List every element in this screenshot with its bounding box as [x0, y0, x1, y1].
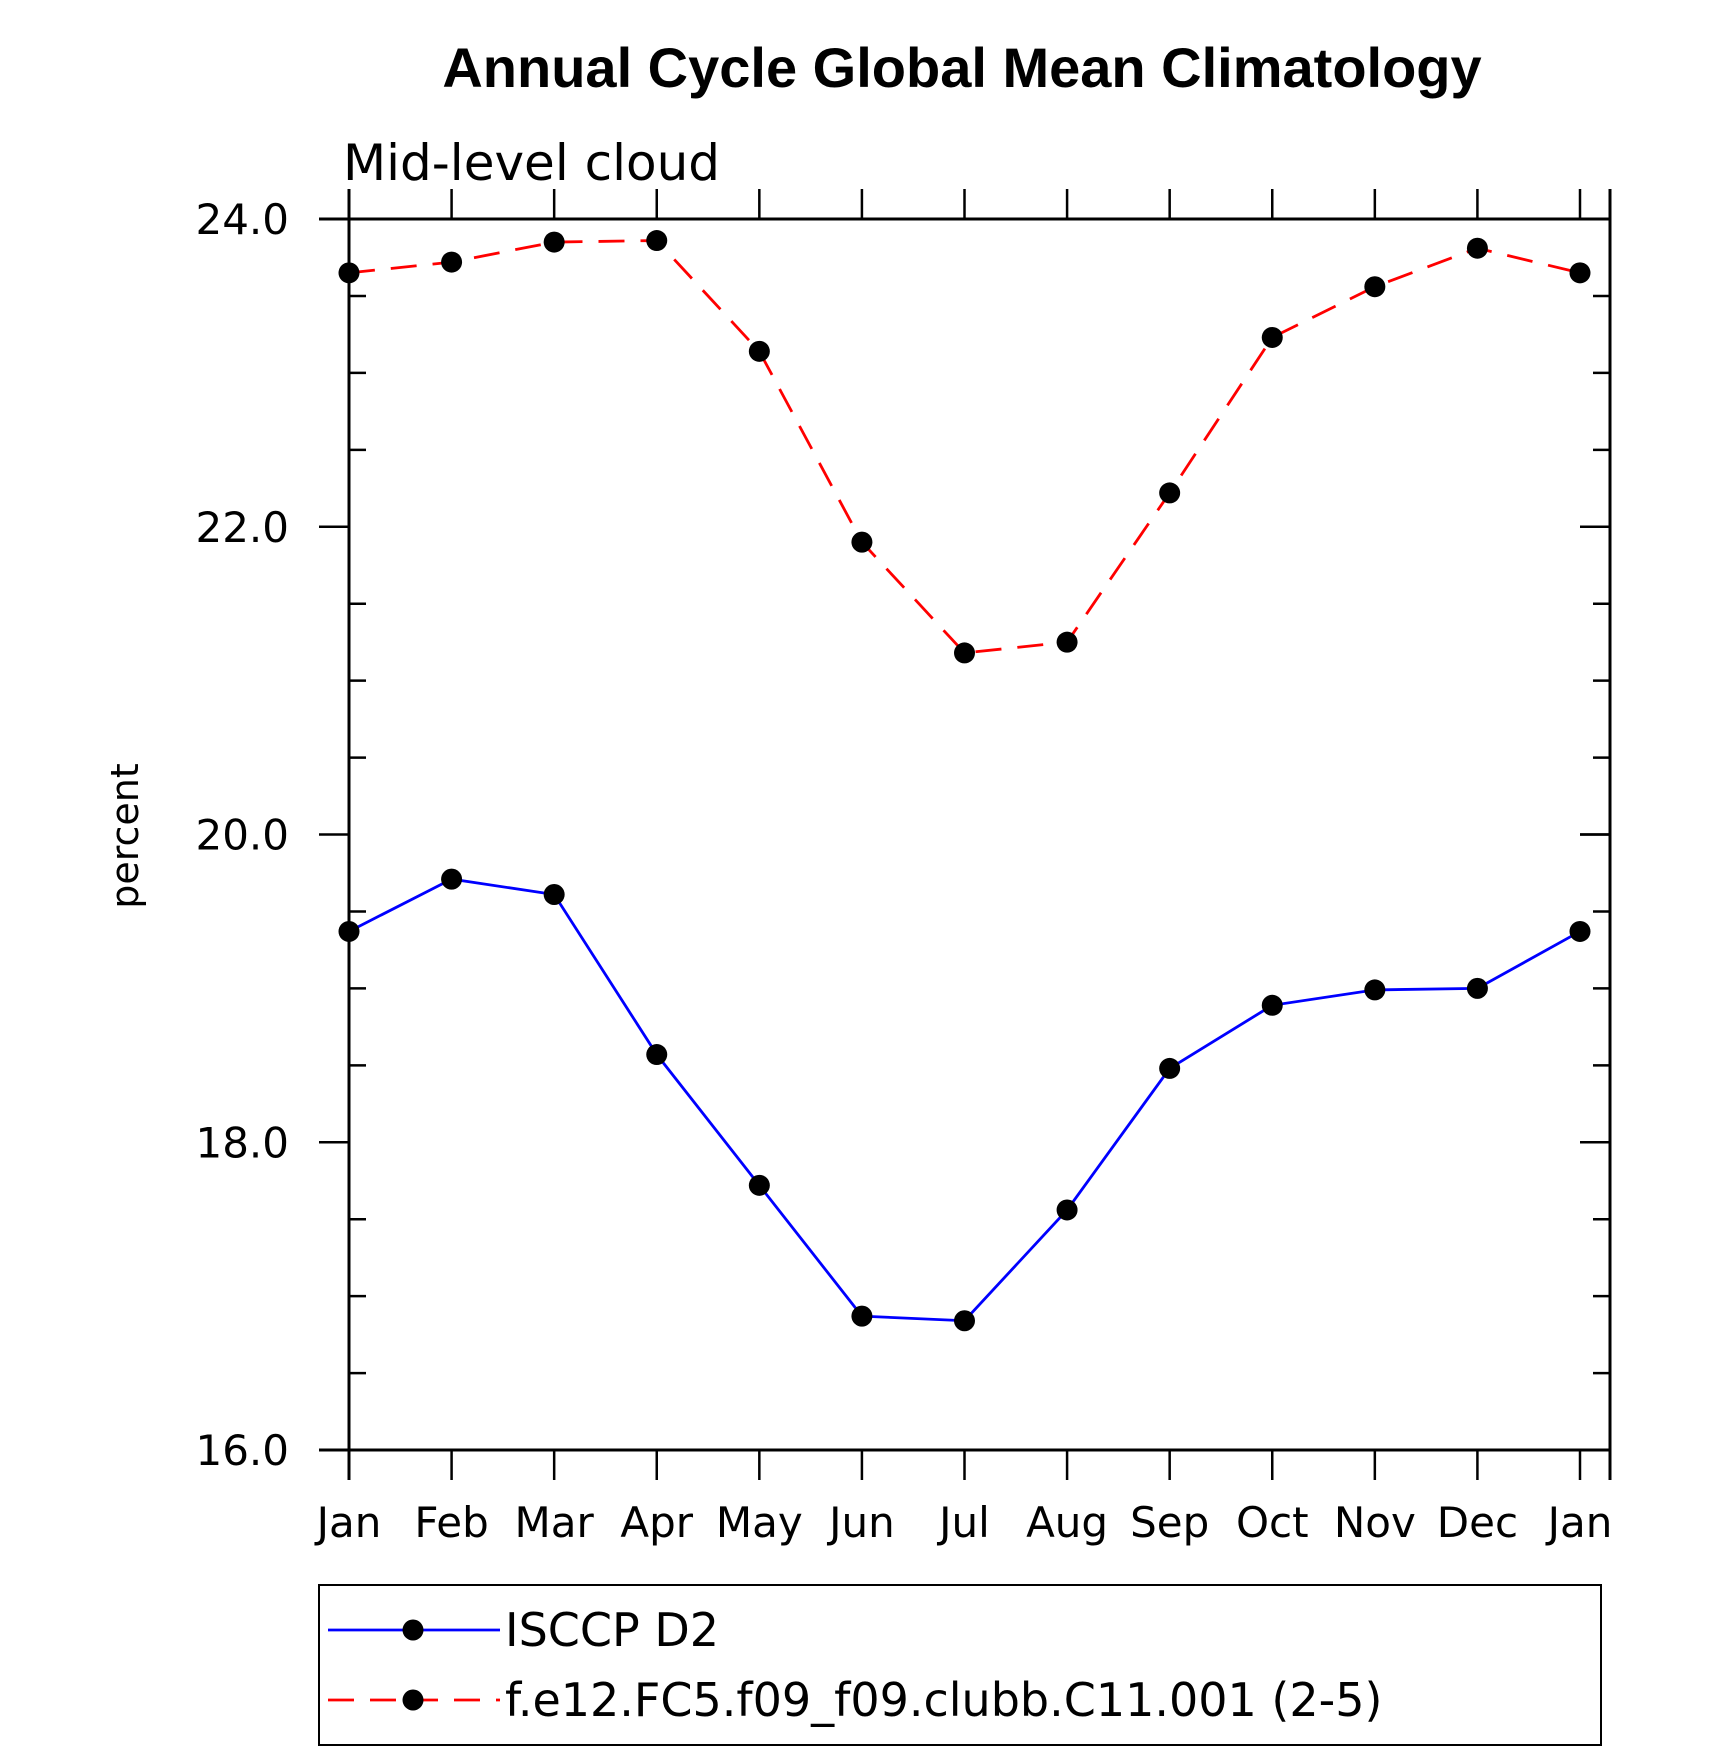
series-1-point — [1569, 262, 1591, 284]
series-0-point — [851, 1305, 873, 1327]
series-0-point — [1159, 1057, 1181, 1079]
y-tick-label: 18.0 — [195, 1118, 289, 1167]
x-tick-label: May — [716, 1498, 803, 1547]
legend-label-1: f.e12.FC5.f09_f09.clubb.C11.001 (2-5) — [505, 1673, 1382, 1727]
series-line-0 — [348, 877, 1581, 1323]
x-tick-label: Sep — [1130, 1498, 1209, 1547]
x-tick-label: Apr — [620, 1498, 693, 1547]
x-tick-label: Mar — [515, 1498, 595, 1547]
x-tick-label: Jul — [936, 1498, 990, 1547]
series-0-point — [954, 1310, 975, 1332]
legend-swatch-marker-0 — [402, 1619, 424, 1641]
series-1-point — [1364, 276, 1386, 298]
series-1-point — [1261, 326, 1283, 348]
x-tick-label: Oct — [1236, 1498, 1309, 1547]
x-tick-label: Feb — [414, 1498, 488, 1547]
series-line-1 — [348, 239, 1581, 655]
series-1-point — [748, 340, 770, 362]
series-1-point — [543, 231, 565, 253]
series-1-point — [1159, 482, 1181, 504]
series-0-point — [646, 1044, 668, 1066]
legend-box — [318, 1584, 1602, 1746]
series-0-point — [1569, 920, 1591, 942]
y-tick-label: 22.0 — [195, 503, 289, 552]
x-tick-label: Jun — [826, 1498, 895, 1547]
y-tick-label: 20.0 — [195, 811, 289, 860]
x-tick-label: Nov — [1334, 1498, 1416, 1547]
series-1-point — [338, 262, 360, 284]
y-tick-label: 24.0 — [195, 195, 289, 244]
series-1-point — [441, 251, 463, 273]
series-0-point — [1261, 994, 1283, 1016]
x-tick-label: Jan — [314, 1498, 382, 1547]
series-0-point — [441, 868, 463, 890]
series-1-point — [954, 642, 975, 664]
chart-title: Annual Cycle Global Mean Climatology — [442, 36, 1481, 99]
series-1-point — [1466, 237, 1488, 259]
x-tick-label: Dec — [1437, 1498, 1518, 1547]
series-0-point — [1466, 977, 1488, 999]
y-tick-label: 16.0 — [195, 1426, 289, 1475]
series-1-point — [646, 230, 668, 252]
series-0-point — [543, 884, 565, 906]
series-0-point — [1364, 979, 1386, 1001]
series-0-point — [748, 1174, 770, 1196]
series-0-point — [1056, 1199, 1078, 1221]
series-1-point — [851, 531, 873, 553]
series-1-point — [1056, 631, 1078, 653]
x-tick-label: Aug — [1026, 1498, 1108, 1547]
y-axis-label: percent — [103, 763, 147, 909]
x-tick-label: Jan — [1545, 1498, 1613, 1547]
legend-label-0: ISCCP D2 — [505, 1603, 719, 1657]
legend-swatch-marker-1 — [402, 1689, 424, 1711]
series-0-point — [338, 920, 360, 942]
chart-subtitle: Mid-level cloud — [343, 134, 720, 192]
